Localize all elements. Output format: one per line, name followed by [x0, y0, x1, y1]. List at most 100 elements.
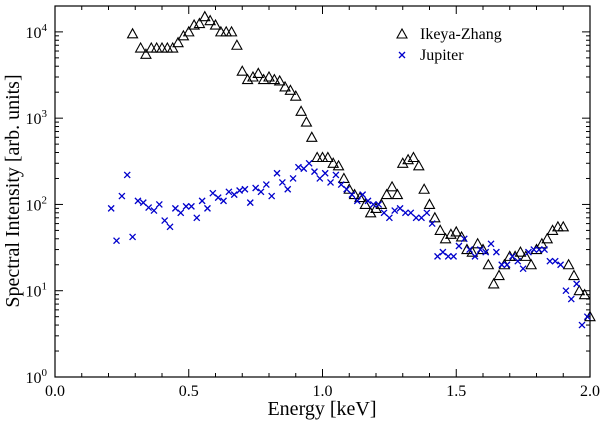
data-point-triangle	[412, 159, 425, 171]
data-point-triangle	[268, 73, 281, 85]
data-point-cross	[460, 235, 468, 243]
data-point-triangle	[182, 25, 195, 37]
data-point-cross	[289, 175, 297, 182]
data-point-triangle	[161, 41, 174, 53]
data-point-cross	[284, 185, 292, 193]
data-point-cross	[359, 191, 367, 199]
data-point-triangle	[546, 224, 559, 235]
x-tick-label: 0.5	[179, 383, 199, 400]
data-point-cross	[401, 209, 409, 217]
data-point-cross	[476, 246, 484, 254]
data-point-triangle	[525, 258, 538, 270]
data-point-triangle	[263, 70, 275, 82]
data-point-cross	[268, 192, 276, 200]
data-point-cross	[380, 209, 388, 217]
data-point-triangle	[562, 258, 575, 270]
data-point-triangle	[321, 151, 334, 163]
data-point-triangle	[311, 151, 324, 163]
data-point-triangle	[423, 198, 436, 209]
data-point-cross	[278, 178, 286, 186]
data-point-cross	[567, 295, 575, 303]
data-point-cross	[525, 248, 532, 256]
data-point-triangle	[220, 25, 233, 37]
data-point-cross	[321, 169, 329, 177]
legend-label: Jupiter	[420, 47, 464, 64]
legend-label: Ikeya-Zhang	[420, 26, 502, 43]
data-point-cross	[369, 200, 377, 208]
data-point-triangle	[487, 277, 500, 289]
x-axis-label: Energy [keV]	[267, 398, 376, 420]
data-point-cross	[214, 194, 222, 202]
data-point-cross	[262, 181, 270, 189]
data-point-triangle	[407, 151, 420, 163]
data-point-cross	[487, 240, 495, 248]
data-point-triangle	[236, 65, 249, 76]
data-point-cross	[546, 257, 554, 265]
data-point-cross	[171, 204, 179, 212]
data-point-cross	[466, 246, 474, 254]
data-point-triangle	[380, 188, 393, 200]
data-point-cross	[407, 209, 415, 217]
data-point-cross	[444, 252, 452, 260]
data-point-cross	[129, 233, 137, 241]
data-point-cross	[343, 185, 351, 193]
data-point-cross	[241, 185, 249, 193]
data-point-cross	[166, 223, 174, 231]
legend-marker-cross	[398, 51, 406, 59]
data-point-cross	[204, 204, 211, 212]
data-point-triangle	[557, 220, 570, 232]
data-point-triangle	[450, 225, 463, 237]
data-point-cross	[434, 252, 441, 260]
data-point-triangle	[444, 228, 457, 239]
data-point-triangle	[172, 36, 184, 48]
data-point-triangle	[230, 39, 243, 50]
data-point-triangle	[402, 153, 415, 165]
data-point-cross	[300, 165, 308, 173]
data-point-cross	[134, 197, 142, 205]
x-tick-label: 1.0	[313, 383, 333, 400]
data-point-cross	[337, 181, 345, 189]
data-point-cross	[498, 261, 506, 269]
data-point-cross	[385, 214, 393, 222]
data-point-cross	[578, 321, 586, 329]
data-point-cross	[353, 197, 361, 205]
plot-frame	[54, 5, 591, 378]
data-point-triangle	[541, 232, 554, 244]
data-point-triangle	[396, 157, 409, 168]
data-point-triangle	[370, 202, 382, 213]
data-point-triangle	[466, 246, 479, 257]
data-point-triangle	[156, 41, 168, 53]
data-point-cross	[252, 184, 260, 192]
data-point-triangle	[177, 29, 190, 41]
data-point-cross	[519, 265, 527, 273]
data-point-triangle	[279, 80, 291, 92]
data-point-cross	[150, 207, 158, 214]
data-point-cross	[225, 188, 233, 196]
data-point-triangle	[434, 224, 447, 235]
data-point-triangle	[193, 17, 206, 29]
data-point-triangle	[519, 250, 532, 261]
data-point-cross	[294, 163, 302, 171]
data-point-triangle	[257, 73, 270, 85]
data-point-triangle	[145, 41, 158, 53]
data-point-triangle	[252, 67, 265, 78]
data-point-cross	[145, 204, 153, 212]
data-point-cross	[412, 214, 420, 222]
data-point-triangle	[300, 115, 313, 127]
data-point-cross	[193, 214, 201, 222]
data-point-triangle	[337, 172, 350, 184]
data-point-cross	[236, 187, 244, 194]
data-point-cross	[418, 214, 425, 222]
data-point-cross	[428, 220, 436, 228]
y-tick-label: 101	[26, 281, 48, 301]
data-point-cross	[375, 200, 383, 208]
data-point-triangle	[214, 25, 227, 37]
data-point-cross	[220, 197, 227, 205]
data-point-triangle	[225, 25, 238, 37]
data-point-cross	[177, 209, 185, 217]
data-point-cross	[583, 313, 591, 321]
data-point-cross	[209, 189, 217, 197]
data-point-triangle	[204, 14, 217, 26]
data-point-triangle	[289, 90, 302, 101]
